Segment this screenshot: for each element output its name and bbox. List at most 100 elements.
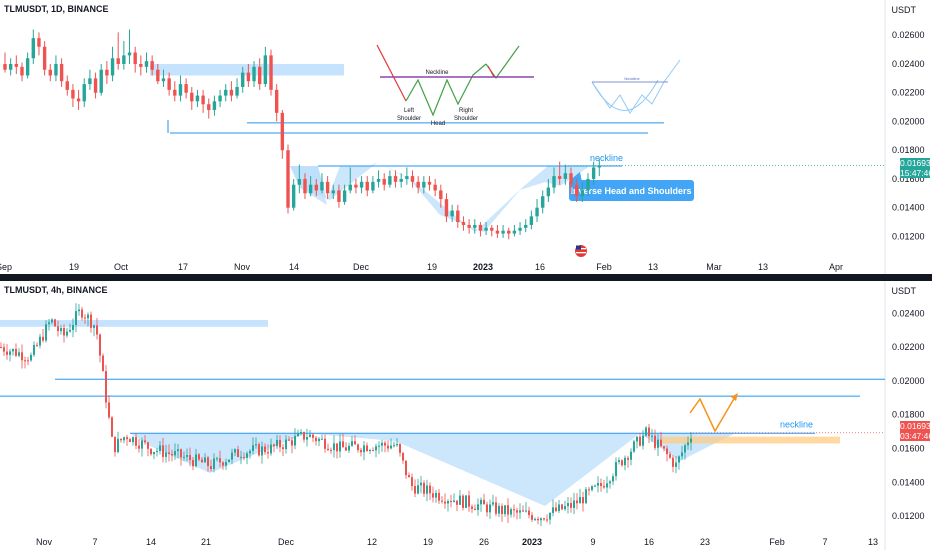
daily-chart-pane[interactable]: 0.02600 0.02400 0.02200 0.02000 0.01800 0.016… xyxy=(0,0,932,274)
candle-body-90 xyxy=(270,444,272,454)
daily-chart-title: TLMUSDT, 1D, BINANCE xyxy=(4,4,109,14)
candle-body-213 xyxy=(639,436,641,446)
candle-body-139 xyxy=(417,485,419,494)
candle-body-224 xyxy=(672,457,674,467)
candle-body-19 xyxy=(57,326,59,332)
candle-body-149 xyxy=(447,500,449,504)
price-tick-label-1: 0.02400 xyxy=(892,59,925,69)
candle-body-171 xyxy=(513,509,515,511)
cup-neckline-label: Neckline xyxy=(624,76,640,81)
price-tick-label-2: 0.02000 xyxy=(892,376,925,386)
candle-body-75 xyxy=(427,181,432,185)
candle-body-36 xyxy=(108,402,110,418)
candle-body-225 xyxy=(675,462,677,467)
candle-body-76 xyxy=(433,184,437,191)
candle-body-68 xyxy=(204,457,206,463)
daily-chart[interactable]: 0.02600 0.02400 0.02200 0.02000 0.01800 0.016… xyxy=(0,0,932,274)
candle-body-84 xyxy=(478,224,483,231)
candle-body-204 xyxy=(612,476,614,482)
candle-body-8 xyxy=(48,69,52,76)
time-tick-label-6: Dec xyxy=(353,262,370,272)
candle-body-106 xyxy=(318,438,320,442)
candle-body-151 xyxy=(453,500,455,502)
time-tick-label-3: 17 xyxy=(178,262,188,272)
candle-body-113 xyxy=(339,441,341,452)
candle-body-65 xyxy=(195,454,197,467)
candle-body-187 xyxy=(561,504,563,510)
candle-body-165 xyxy=(495,502,497,514)
candle-body-20 xyxy=(60,327,62,332)
candle-body-215 xyxy=(645,427,647,436)
pattern-callout-label: Inverse Head and Shoulders xyxy=(570,186,691,196)
time-tick-label-11: 13 xyxy=(648,262,658,272)
candle-body-112 xyxy=(336,443,338,452)
candle-body-39 xyxy=(224,89,228,96)
candle-body-72 xyxy=(216,458,218,460)
candle-body-192 xyxy=(576,500,578,504)
neckline-label: neckline xyxy=(780,419,813,429)
candle-body-138 xyxy=(414,486,416,494)
cup-curve xyxy=(591,79,659,111)
candle-body-46 xyxy=(138,445,140,449)
candle-body-146 xyxy=(438,492,440,501)
head-area xyxy=(306,433,640,506)
pane-divider[interactable] xyxy=(0,274,932,281)
candle-body-25 xyxy=(144,61,149,67)
candle-body-137 xyxy=(411,477,413,487)
candle-body-72 xyxy=(410,176,415,182)
4h-chart[interactable]: 0.02400 0.02200 0.02000 0.01800 0.01600 0.014… xyxy=(0,281,932,550)
candle-body-96 xyxy=(288,439,290,441)
candle-body-10 xyxy=(59,63,64,82)
candle-body-99 xyxy=(297,433,299,437)
candle-body-2 xyxy=(14,63,19,67)
candle-body-226 xyxy=(678,456,680,463)
candle-body-143 xyxy=(429,485,431,494)
candle-body-93 xyxy=(529,216,534,225)
candle-body-223 xyxy=(669,454,671,458)
candle-body-76 xyxy=(228,459,230,463)
candle-body-82 xyxy=(467,224,471,228)
candle-body-102 xyxy=(580,190,585,197)
candle-body-185 xyxy=(555,507,557,512)
candle-body-38 xyxy=(218,95,222,102)
candle-body-104 xyxy=(591,167,596,179)
candle-body-159 xyxy=(477,504,479,510)
candle-body-55 xyxy=(165,452,167,457)
time-tick-label-6: 19 xyxy=(423,537,433,547)
candle-body-34 xyxy=(195,95,200,102)
schematic-neckline-label: Neckline xyxy=(425,70,449,76)
candle-body-23 xyxy=(69,329,71,332)
candle-body-3 xyxy=(20,66,24,76)
candle-body-11 xyxy=(33,345,35,355)
candle-body-230 xyxy=(690,438,692,443)
us-flag-stripe-2 xyxy=(576,252,586,254)
candle-body-210 xyxy=(630,451,632,460)
candle-body-7 xyxy=(21,352,23,361)
candle-body-182 xyxy=(546,519,548,521)
daily-last-price-badge: 0.01693 15:47:46 xyxy=(900,158,932,178)
candle-body-135 xyxy=(405,460,407,476)
candle-body-205 xyxy=(615,461,617,477)
4h-chart-pane[interactable]: 0.02400 0.02200 0.02000 0.01800 0.01600 0.014… xyxy=(0,281,932,550)
price-tick-label-2: 0.02200 xyxy=(892,88,925,98)
candle-body-75 xyxy=(225,462,227,466)
time-tick-label-2: Oct xyxy=(114,262,129,272)
candle-body-6 xyxy=(18,352,20,356)
candle-body-39 xyxy=(117,438,119,453)
candle-body-21 xyxy=(122,55,126,64)
candle-body-16 xyxy=(48,322,50,325)
candle-body-46 xyxy=(263,55,268,85)
candle-body-3 xyxy=(9,351,11,355)
candle-body-88 xyxy=(264,446,266,453)
candle-body-219 xyxy=(657,439,659,448)
candle-body-5 xyxy=(31,38,35,59)
candle-body-58 xyxy=(331,190,335,194)
candle-body-176 xyxy=(528,510,530,516)
candle-body-41 xyxy=(123,437,125,441)
candle-body-28 xyxy=(84,317,86,319)
time-tick-label-4: Nov xyxy=(234,262,251,272)
candle-body-4 xyxy=(12,349,14,352)
price-tick-label-6: 0.01400 xyxy=(892,203,925,213)
candle-body-93 xyxy=(279,439,281,448)
candle-body-18 xyxy=(54,319,56,327)
